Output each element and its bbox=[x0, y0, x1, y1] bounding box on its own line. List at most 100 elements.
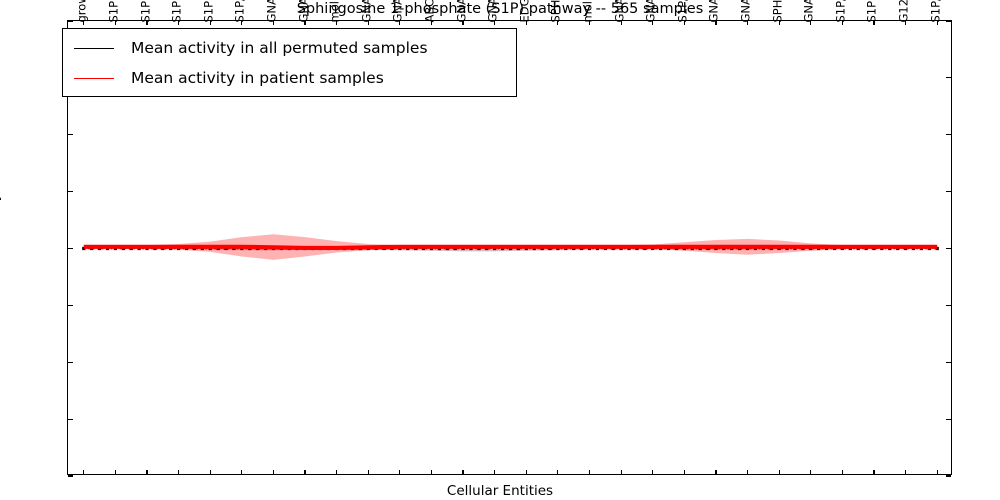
series-marker bbox=[82, 246, 86, 251]
x-tick-mark bbox=[146, 470, 148, 474]
x-tick-mark bbox=[304, 470, 306, 474]
x-category-label: mol:Sphinganine-1-P bbox=[581, 0, 595, 22]
x-tick-mark bbox=[367, 21, 369, 25]
x-tick-mark bbox=[936, 21, 938, 25]
x-tick-mark bbox=[778, 21, 780, 25]
series-line-patient bbox=[83, 244, 938, 251]
x-tick-mark bbox=[810, 21, 812, 25]
x-axis-label: Cellular Entities bbox=[446, 483, 554, 499]
x-tick-mark bbox=[841, 470, 843, 474]
x-category-label: S1PR5 bbox=[201, 0, 216, 22]
y-tick-mark bbox=[946, 20, 951, 22]
x-category-label: GNAI2 bbox=[738, 0, 753, 22]
x-tick-mark bbox=[399, 470, 401, 474]
x-tick-mark bbox=[430, 470, 433, 474]
x-category-label: GNAZ bbox=[706, 0, 721, 22]
x-tick-mark bbox=[620, 470, 622, 474]
x-tick-mark bbox=[525, 21, 527, 25]
y-tick-mark bbox=[946, 134, 951, 136]
x-tick-mark bbox=[83, 21, 85, 25]
y-tick-mark bbox=[68, 134, 73, 136]
y-tick-mark bbox=[946, 191, 951, 193]
legend-label-patient: Mean activity in patient samples bbox=[131, 69, 384, 87]
y-tick-mark bbox=[946, 247, 951, 250]
x-tick-mark bbox=[525, 470, 527, 474]
x-tick-mark bbox=[178, 470, 180, 474]
x-tick-mark bbox=[241, 470, 243, 474]
x-tick-mark bbox=[588, 21, 591, 25]
x-category-label: GNA13 bbox=[643, 0, 658, 22]
x-category-label: S1P/S1P2/G12/G13 bbox=[928, 0, 942, 22]
x-category-label: growth factor activity bbox=[75, 0, 89, 22]
x-category-label: SPHK1 bbox=[548, 0, 563, 22]
x-tick-mark bbox=[399, 21, 401, 25]
y-tick-mark bbox=[68, 361, 73, 363]
x-tick-mark bbox=[114, 470, 116, 474]
x-category-label: GNA15 bbox=[454, 0, 469, 22]
x-tick-mark bbox=[430, 21, 433, 25]
x-tick-mark bbox=[746, 470, 749, 474]
x-category-label: GNAQ bbox=[390, 0, 405, 22]
x-tick-mark bbox=[683, 470, 685, 474]
x-tick-mark bbox=[336, 470, 338, 474]
series-canvas bbox=[82, 234, 939, 260]
x-category-label: S1PR4 bbox=[106, 0, 121, 22]
x-tick-mark bbox=[83, 470, 85, 474]
x-tick-mark bbox=[557, 21, 559, 25]
y-axis-label: Inferred Activity bbox=[0, 193, 2, 301]
x-category-label: EDG1 bbox=[517, 0, 532, 22]
y-tick-mark bbox=[68, 20, 73, 22]
x-tick-mark bbox=[462, 21, 464, 25]
chart-title: Sphingosine 1-phosphate (S1P) pathway --… bbox=[296, 1, 704, 17]
x-category-label: S1PR3 bbox=[138, 0, 153, 22]
x-tick-mark bbox=[873, 470, 875, 474]
legend-swatch-permuted bbox=[74, 47, 114, 49]
x-tick-mark bbox=[652, 470, 654, 474]
x-category-label: GNA11 bbox=[612, 0, 627, 22]
legend-label-permuted: Mean activity in all permuted samples bbox=[131, 39, 428, 57]
x-tick-mark bbox=[810, 470, 812, 474]
x-tick-mark bbox=[114, 21, 116, 25]
x-tick-mark bbox=[209, 470, 211, 474]
x-tick-mark bbox=[241, 21, 243, 25]
x-category-label: GNAO1 bbox=[264, 0, 279, 22]
x-tick-mark bbox=[778, 470, 780, 474]
y-tick-mark bbox=[68, 247, 73, 250]
x-category-label: ABCC1 bbox=[422, 0, 437, 22]
x-tick-mark bbox=[588, 470, 591, 474]
x-category-label: S1PR2 bbox=[169, 0, 184, 22]
x-category-label: GNAI3 bbox=[485, 0, 500, 22]
x-tick-mark bbox=[336, 21, 338, 25]
x-tick-mark bbox=[367, 470, 369, 474]
x-tick-mark bbox=[557, 470, 559, 474]
x-category-label: GNA12 bbox=[801, 0, 816, 22]
y-tick-mark bbox=[946, 77, 951, 79]
x-tick-mark bbox=[494, 470, 496, 474]
y-tick-mark bbox=[68, 475, 73, 477]
x-category-label: S1P1/S1P bbox=[865, 0, 879, 22]
x-tick-mark bbox=[904, 21, 907, 25]
x-tick-mark bbox=[652, 21, 654, 25]
legend-swatch-patient bbox=[74, 77, 114, 79]
y-tick-mark bbox=[946, 304, 951, 306]
y-tick-mark bbox=[946, 418, 951, 420]
x-tick-mark bbox=[304, 21, 306, 25]
x-tick-mark bbox=[272, 21, 275, 25]
y-tick-mark bbox=[946, 475, 951, 477]
x-tick-mark bbox=[146, 21, 148, 25]
x-tick-mark bbox=[209, 21, 211, 25]
x-tick-mark bbox=[715, 470, 717, 474]
x-tick-mark bbox=[746, 21, 749, 25]
x-tick-mark bbox=[178, 21, 180, 25]
x-category-label: mol:S1P bbox=[328, 0, 342, 22]
y-tick-mark bbox=[68, 191, 73, 193]
x-category-label: S1P/S1P4/Gi bbox=[233, 0, 247, 22]
x-tick-mark bbox=[620, 21, 622, 25]
y-tick-mark bbox=[946, 361, 951, 363]
legend: Mean activity in all permuted samples Me… bbox=[62, 28, 517, 97]
x-tick-mark bbox=[683, 21, 685, 25]
y-tick-mark bbox=[68, 304, 73, 306]
x-category-label: SPHK2 bbox=[770, 0, 785, 22]
x-tick-mark bbox=[904, 470, 907, 474]
